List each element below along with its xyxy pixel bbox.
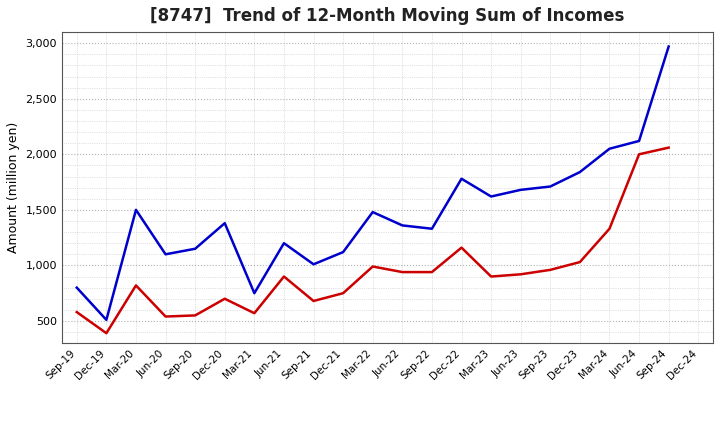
Net Income xyxy=(279,274,288,279)
Ordinary Income xyxy=(339,249,348,255)
Net Income xyxy=(250,311,258,316)
Ordinary Income xyxy=(428,226,436,231)
Net Income xyxy=(428,269,436,275)
Ordinary Income xyxy=(457,176,466,181)
Ordinary Income xyxy=(250,290,258,296)
Ordinary Income xyxy=(605,146,613,151)
Net Income xyxy=(605,226,613,231)
Net Income xyxy=(339,290,348,296)
Net Income xyxy=(73,309,81,315)
Ordinary Income xyxy=(309,262,318,267)
Net Income xyxy=(132,283,140,288)
Ordinary Income xyxy=(398,223,407,228)
Net Income xyxy=(102,330,111,336)
Net Income xyxy=(369,264,377,269)
Net Income xyxy=(665,145,673,150)
Net Income xyxy=(487,274,495,279)
Ordinary Income xyxy=(487,194,495,199)
Line: Ordinary Income: Ordinary Income xyxy=(77,47,669,320)
Ordinary Income xyxy=(220,220,229,226)
Net Income xyxy=(191,313,199,318)
Net Income xyxy=(575,260,584,265)
Ordinary Income xyxy=(546,184,554,189)
Ordinary Income xyxy=(665,44,673,49)
Ordinary Income xyxy=(191,246,199,251)
Net Income xyxy=(220,296,229,301)
Ordinary Income xyxy=(161,252,170,257)
Ordinary Income xyxy=(279,241,288,246)
Net Income xyxy=(635,152,644,157)
Ordinary Income xyxy=(369,209,377,215)
Ordinary Income xyxy=(102,317,111,323)
Y-axis label: Amount (million yen): Amount (million yen) xyxy=(7,122,20,253)
Title: [8747]  Trend of 12-Month Moving Sum of Incomes: [8747] Trend of 12-Month Moving Sum of I… xyxy=(150,7,625,25)
Net Income xyxy=(161,314,170,319)
Net Income xyxy=(516,271,525,277)
Ordinary Income xyxy=(73,285,81,290)
Ordinary Income xyxy=(516,187,525,192)
Net Income xyxy=(546,267,554,272)
Ordinary Income xyxy=(635,138,644,143)
Net Income xyxy=(309,298,318,304)
Net Income xyxy=(457,245,466,250)
Net Income xyxy=(398,269,407,275)
Line: Net Income: Net Income xyxy=(77,148,669,333)
Ordinary Income xyxy=(575,169,584,175)
Ordinary Income xyxy=(132,207,140,213)
